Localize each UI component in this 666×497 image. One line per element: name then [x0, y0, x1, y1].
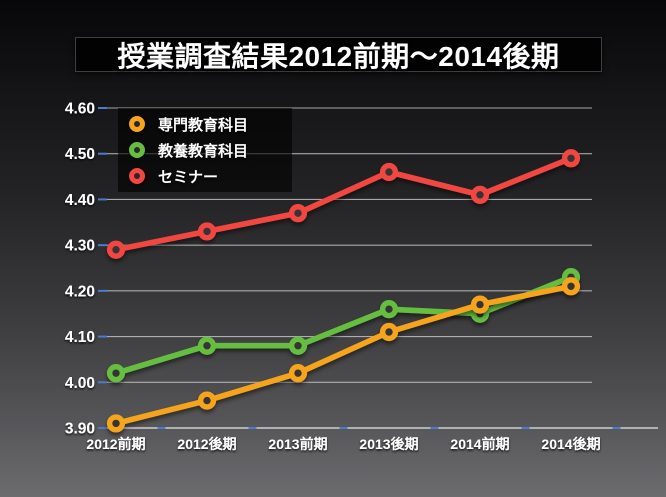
x-tick-label: 2014前期: [450, 436, 509, 452]
series-marker-icon: [129, 142, 145, 158]
series-2: [106, 149, 581, 259]
y-axis-labels: 4.60 4.50 4.40 4.30 4.20 4.10 4.00 3.90: [65, 101, 95, 438]
y-tick-label: 4.10: [65, 329, 95, 346]
series-marker-icon: [129, 116, 145, 132]
x-axis-labels: 2012前期 2012後期 2013前期 2013後期 2014前期 2014後期: [86, 436, 600, 452]
legend-item-seminar: セミナー: [118, 164, 292, 189]
series-line: [113, 283, 574, 427]
y-tick-label: 3.90: [65, 421, 95, 438]
chart-legend: 専門教育科目 教養教育科目 セミナー: [118, 108, 292, 192]
data-point-marker: [197, 336, 217, 355]
y-tick-label: 4.40: [65, 192, 95, 209]
data-point-marker: [106, 240, 126, 259]
series-marker-icon: [129, 168, 145, 184]
x-tick-label: 2012前期: [86, 436, 145, 452]
data-point-marker: [288, 336, 308, 355]
series-0: [106, 277, 581, 433]
y-tick-label: 4.20: [65, 283, 95, 300]
x-tick-label: 2013前期: [268, 436, 327, 452]
y-tick-label: 4.50: [65, 146, 95, 163]
series-line: [113, 155, 574, 253]
x-tick-label: 2013後期: [359, 436, 418, 452]
data-point-marker: [106, 364, 126, 383]
page-title: 授業調査結果2012前期〜2014後期: [117, 40, 560, 72]
data-point-marker: [379, 322, 399, 342]
data-point-marker: [197, 222, 217, 241]
legend-item-senmon: 専門教育科目: [118, 112, 292, 137]
series-line: [113, 274, 574, 376]
y-tick-label: 4.60: [65, 101, 95, 118]
data-point-marker: [561, 149, 581, 168]
data-point-marker: [288, 364, 308, 383]
series-1: [106, 268, 581, 383]
legend-label: 教養教育科目: [158, 142, 249, 160]
legend-label: 専門教育科目: [158, 116, 249, 134]
legend-item-kyoyo: 教養教育科目: [118, 138, 292, 163]
data-point-marker: [288, 204, 308, 223]
data-point-marker: [561, 277, 581, 296]
legend-label: セミナー: [158, 168, 219, 186]
data-point-marker: [379, 300, 399, 319]
y-tick-label: 4.00: [65, 375, 95, 392]
x-tick-label: 2012後期: [177, 436, 236, 452]
title-box: 授業調査結果2012前期〜2014後期: [75, 37, 602, 72]
data-point-marker: [470, 185, 490, 204]
y-tick-label: 4.30: [65, 238, 95, 255]
x-tick-label: 2014後期: [541, 436, 600, 452]
data-point-marker: [470, 295, 490, 314]
data-point-marker: [379, 162, 399, 182]
data-point-marker: [106, 414, 126, 433]
data-point-marker: [197, 391, 217, 410]
